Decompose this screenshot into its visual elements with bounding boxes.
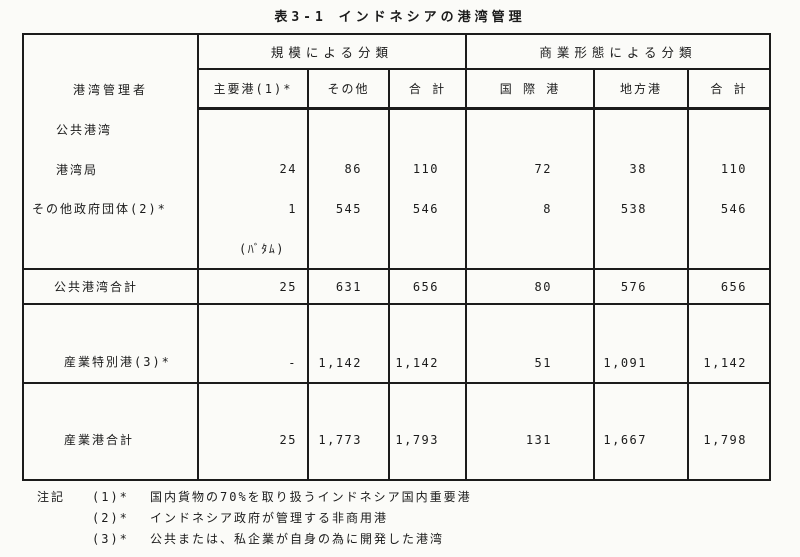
column-header-major-port: 主要港(1)* — [199, 70, 309, 110]
label-other-government-bodies: その他政府団体(2)* — [32, 202, 167, 217]
cell-commerce-total-values: 110 546 — [689, 110, 769, 270]
port-management-table: 港湾管理者 規模による分類 商業形態による分類 主要港(1)* その他 合 計 … — [22, 33, 771, 481]
value-cell: 25 — [199, 384, 309, 479]
footnote-marker: (2)* — [92, 511, 129, 525]
value-cell — [309, 110, 388, 150]
value-cell: 1,142 — [689, 305, 769, 384]
value-cell: 538 — [620, 201, 647, 216]
column-header-scale-total: 合 計 — [390, 70, 467, 110]
value-cell: 656 — [390, 270, 467, 305]
footnote-line: (2)* インドネシア政府が管理する非商用港 — [37, 511, 472, 525]
footnote-line: (3)* 公共または、私企業が自身の為に開発した港湾 — [37, 532, 472, 546]
value-cell: 110 — [412, 162, 439, 177]
value-cell: 546 — [720, 201, 747, 216]
label-port-authority: 港湾局 — [56, 162, 99, 177]
value-cell: 8 — [543, 201, 552, 216]
value-cell: 1 — [288, 201, 297, 216]
footnote-heading: 注記 — [37, 490, 66, 504]
value-cell: 1,091 — [595, 305, 689, 384]
value-cell: 80 — [467, 270, 595, 305]
cell-regional-values: 38 538 — [595, 110, 689, 270]
value-cell: 24 — [279, 162, 297, 177]
cell-major-port-values: 24 1 (ﾊﾞﾀﾑ) — [199, 110, 309, 270]
value-cell: 110 — [720, 162, 747, 177]
value-cell — [689, 229, 769, 269]
value-cell: 576 — [595, 270, 689, 305]
value-cell: 546 — [412, 201, 439, 216]
footnote-text: 公共または、私企業が自身の為に開発した港湾 — [150, 532, 445, 546]
value-cell: 38 — [629, 162, 647, 177]
value-cell — [467, 110, 593, 150]
value-cell: 656 — [689, 270, 769, 305]
value-cell: - — [199, 305, 309, 384]
cell-international-values: 72 8 — [467, 110, 595, 270]
label-empty — [24, 229, 197, 269]
footnote-marker: (1)* — [92, 490, 129, 504]
group-header-commerce: 商業形態による分類 — [467, 35, 769, 70]
footnote-text: 国内貨物の70%を取り扱うインドネシア国内重要港 — [150, 490, 472, 504]
row-label-public-total: 公共港湾合計 — [24, 270, 199, 305]
label-public-ports: 公共港湾 — [56, 123, 113, 138]
row-label-special-industrial-ports: 産業特別港(3)* — [24, 305, 199, 384]
value-cell: 86 — [344, 162, 362, 177]
batam-annotation: (ﾊﾞﾀﾑ) — [239, 241, 285, 256]
footnote-heading-spacer — [37, 532, 92, 546]
column-header-international-port: 国 際 港 — [467, 70, 595, 110]
value-cell — [595, 229, 687, 269]
footnote-marker: (3)* — [92, 532, 129, 546]
value-cell — [595, 110, 687, 150]
value-cell: 72 — [534, 162, 552, 177]
page-title: 表3-1 インドネシアの港湾管理 — [274, 10, 526, 25]
cell-scale-total-values: 110 546 — [390, 110, 467, 270]
row-label-industrial-total: 産業港合計 — [24, 384, 199, 479]
value-cell: 1,773 — [309, 384, 390, 479]
footnote-line: 注記 (1)* 国内貨物の70%を取り扱うインドネシア国内重要港 — [37, 490, 472, 504]
value-cell: 1,798 — [703, 432, 747, 447]
value-cell: 1,142 — [390, 305, 467, 384]
value-cell: 545 — [335, 201, 362, 216]
column-header-others: その他 — [309, 70, 390, 110]
value-cell: 1,793 — [390, 384, 467, 479]
footnote-text: インドネシア政府が管理する非商用港 — [150, 511, 389, 525]
cell-others-values: 86 545 — [309, 110, 390, 270]
value-cell — [467, 229, 593, 269]
corner-header-port-administrator: 港湾管理者 — [24, 35, 199, 110]
cell-public-ports-labels: 公共港湾 港湾局 その他政府団体(2)* — [24, 110, 199, 270]
footnotes: 注記 (1)* 国内貨物の70%を取り扱うインドネシア国内重要港 (2)* イン… — [37, 490, 472, 553]
value-cell: 1,667 — [595, 384, 689, 479]
value-cell — [390, 229, 465, 269]
value-cell — [390, 110, 465, 150]
column-header-commerce-total: 合 計 — [689, 70, 769, 110]
value-cell — [309, 229, 388, 269]
value-cell: 631 — [309, 270, 390, 305]
value-cell — [199, 110, 307, 150]
group-header-scale: 規模による分類 — [199, 35, 467, 70]
footnote-heading-spacer — [37, 511, 92, 525]
value-cell: 51 — [467, 305, 595, 384]
value-cell: 25 — [199, 270, 309, 305]
column-header-regional-port: 地方港 — [595, 70, 689, 110]
value-cell: 1,142 — [309, 305, 390, 384]
value-cell: 131 — [467, 384, 595, 479]
value-cell — [689, 110, 769, 150]
